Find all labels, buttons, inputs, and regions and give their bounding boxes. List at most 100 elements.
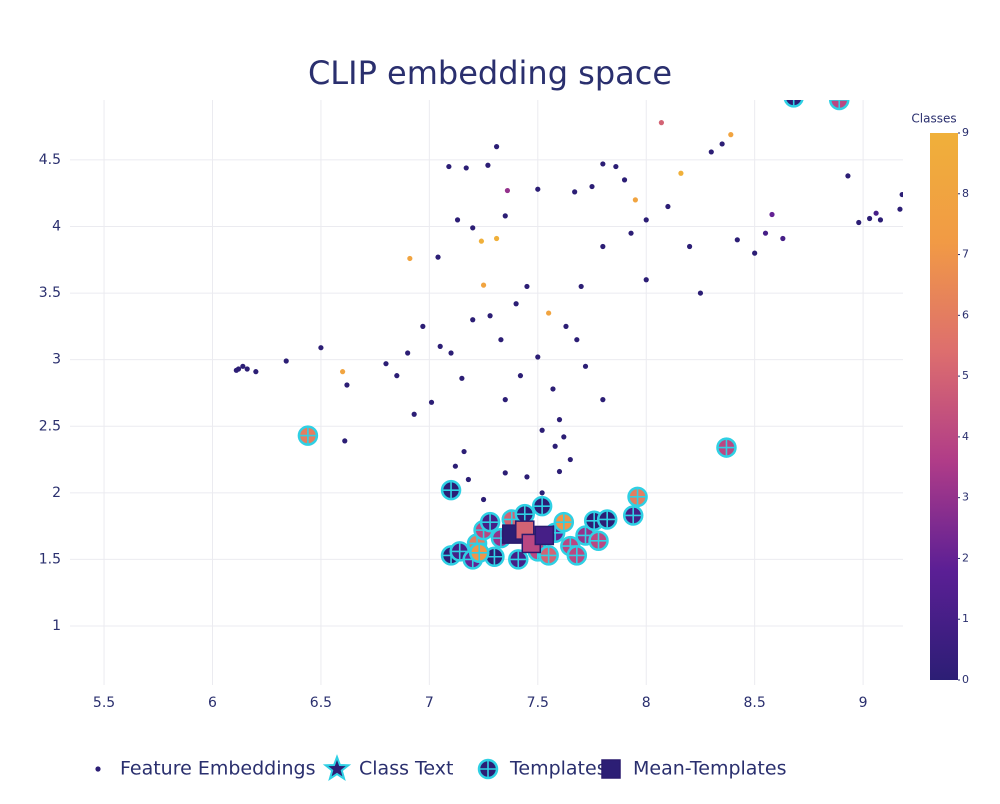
point (708, 149, 714, 155)
x-tick-label: 6 (208, 695, 217, 711)
point (448, 350, 454, 356)
x-tick-label: 8.5 (744, 695, 766, 711)
point (550, 386, 556, 392)
colorbar-tick-label: 7 (962, 248, 969, 261)
y-tick-label: 2 (52, 485, 61, 501)
point (762, 230, 769, 236)
colorbar-tick-label: 5 (962, 369, 969, 382)
point (479, 511, 501, 533)
point (508, 549, 529, 570)
point (340, 369, 346, 375)
point (678, 170, 684, 176)
point (574, 337, 580, 343)
point (578, 283, 584, 290)
point (553, 511, 575, 533)
colorbar-tick-label: 6 (962, 308, 969, 321)
point (780, 235, 786, 242)
point (582, 363, 589, 369)
point (589, 183, 595, 190)
point (539, 427, 545, 433)
point (600, 397, 606, 403)
point (446, 163, 452, 170)
point (613, 163, 619, 170)
y-tick-label: 3 (52, 352, 61, 368)
y-tick-label: 1.5 (39, 551, 61, 567)
point (845, 173, 851, 179)
legend-label: Templates (509, 758, 607, 780)
x-tick-label: 9 (859, 695, 868, 711)
point (628, 230, 634, 236)
marker-cross (450, 542, 469, 561)
marker-cross (298, 426, 317, 445)
point (344, 382, 350, 388)
point (719, 141, 725, 147)
point (643, 277, 649, 283)
point (468, 542, 490, 564)
point (452, 463, 458, 469)
point (600, 243, 606, 250)
point (867, 215, 873, 222)
point (504, 187, 511, 194)
point (572, 189, 578, 195)
marker-cross (539, 546, 558, 565)
point (440, 479, 462, 501)
point (563, 323, 569, 329)
point (899, 191, 903, 198)
point (535, 186, 541, 192)
point (487, 313, 493, 319)
point (480, 496, 487, 503)
point (513, 301, 519, 307)
point (524, 474, 530, 480)
colorbar-tick-label: 1 (962, 612, 969, 625)
colorbar-tick-label: 2 (962, 551, 969, 564)
point (517, 373, 524, 379)
marker-cross (533, 497, 552, 516)
point (828, 100, 850, 111)
point (734, 237, 740, 243)
point (622, 505, 644, 526)
point (686, 243, 693, 250)
marker-cross (598, 510, 617, 529)
point (783, 100, 804, 108)
point (435, 254, 441, 260)
point (566, 545, 588, 566)
marker-cross (628, 487, 647, 506)
point (253, 369, 259, 375)
point (552, 443, 558, 449)
y-tick-label: 1 (52, 618, 61, 634)
point (588, 530, 609, 552)
point (531, 495, 553, 517)
x-tick-label: 8 (642, 695, 651, 711)
point (856, 219, 862, 226)
point (632, 197, 638, 203)
point (297, 425, 319, 446)
point (342, 438, 348, 444)
point (534, 525, 555, 546)
y-tick-label: 4.5 (39, 152, 61, 168)
point (665, 203, 671, 210)
legend-symbol (95, 766, 101, 772)
point (493, 235, 500, 242)
point (697, 290, 704, 296)
point (459, 375, 465, 381)
point (877, 217, 884, 223)
y-tick-label: 2.5 (39, 418, 61, 434)
point (556, 416, 563, 423)
colorbar-tick-label: 3 (962, 491, 969, 504)
marker-cross (470, 543, 489, 562)
point (394, 373, 400, 379)
colorbar-tick-label: 4 (962, 430, 969, 443)
x-tick-label: 7 (425, 695, 434, 711)
point (407, 255, 413, 262)
point (405, 350, 411, 356)
point (318, 345, 324, 351)
point (752, 250, 758, 256)
colorbar-tick-label: 0 (962, 673, 969, 686)
point (769, 211, 775, 218)
point (428, 399, 435, 405)
legend-symbol (322, 754, 352, 782)
point (546, 310, 552, 316)
marker-cross (479, 760, 497, 778)
point (728, 132, 734, 138)
